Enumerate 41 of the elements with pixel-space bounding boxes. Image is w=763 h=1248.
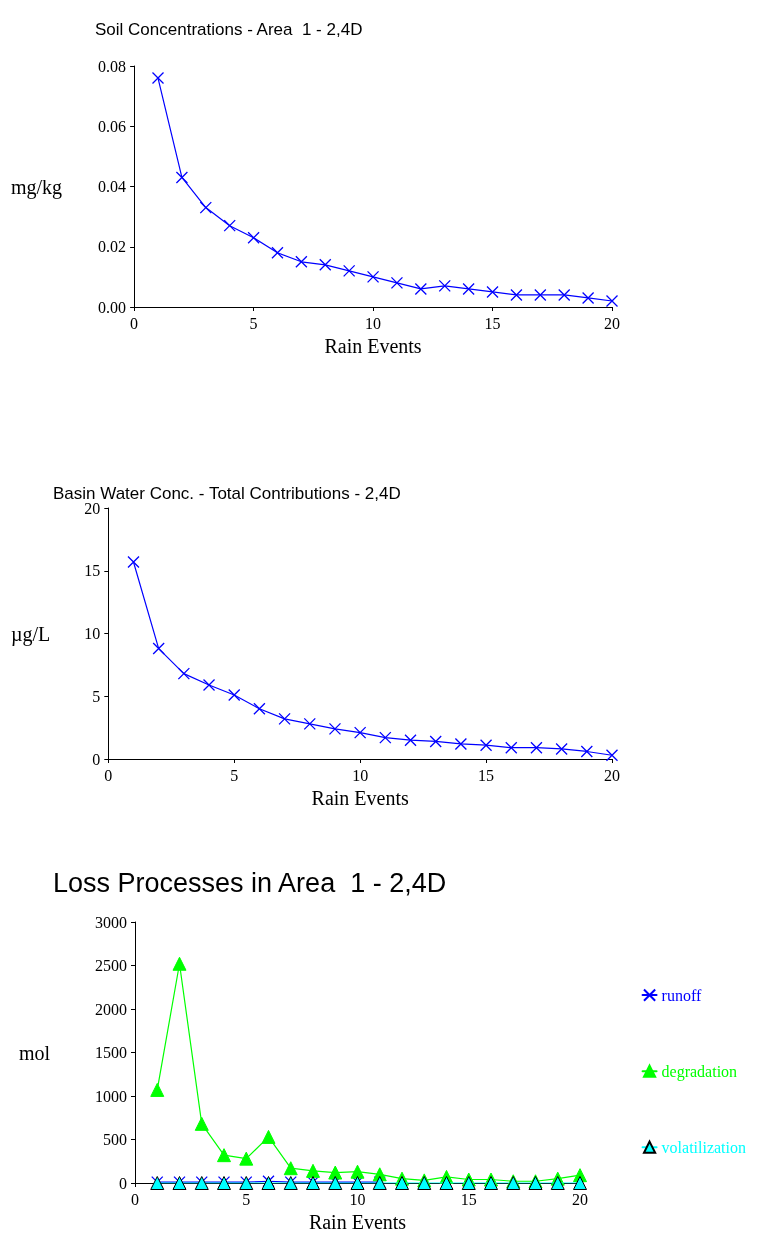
y-tick-label: 2500 xyxy=(95,957,127,974)
y-tick-label: 15 xyxy=(84,562,101,580)
x-tick-label: 5 xyxy=(249,314,258,332)
y-axis-title: µg/L xyxy=(11,622,51,646)
y-tick-label: 0 xyxy=(92,750,101,768)
x-tick-label: 0 xyxy=(130,314,139,332)
y-tick-label: 0.00 xyxy=(98,298,127,316)
chart-title: Loss Processes in Area 1 - 2,4D xyxy=(53,867,447,898)
y-tick-label: 5 xyxy=(92,687,101,705)
x-axis-title: Rain Events xyxy=(311,786,409,809)
y-tick-label: 0 xyxy=(119,1174,127,1192)
y-tick-label: 1000 xyxy=(95,1087,127,1105)
y-tick-label: 0.06 xyxy=(98,117,127,135)
x-tick-label: 20 xyxy=(604,314,620,332)
x-tick-label: 15 xyxy=(484,314,501,332)
y-tick-label: 500 xyxy=(103,1131,127,1148)
x-tick-label: 5 xyxy=(230,766,239,784)
x-tick-label: 20 xyxy=(572,1190,588,1208)
y-tick-label: 1500 xyxy=(95,1044,127,1061)
x-tick-label: 5 xyxy=(242,1190,251,1208)
x-axis-title: Rain Events xyxy=(308,1210,407,1233)
y-tick-label: 0.04 xyxy=(98,178,127,195)
y-tick-label: 2000 xyxy=(95,1000,127,1018)
x-tick-label: 0 xyxy=(131,1190,139,1208)
y-tick-label: 10 xyxy=(84,625,101,642)
x-tick-label: 10 xyxy=(365,314,382,332)
x-axis-title: Rain Events xyxy=(324,334,422,357)
y-axis-title: mol xyxy=(18,1041,51,1064)
legend-label: degradation xyxy=(661,1062,738,1081)
chart-title: Soil Concentrations - Area 1 - 2,4D xyxy=(95,20,363,39)
x-tick-label: 15 xyxy=(460,1190,477,1208)
x-tick-label: 10 xyxy=(349,1190,366,1208)
y-tick-label: 0.08 xyxy=(98,57,127,75)
y-tick-label: 0.02 xyxy=(98,238,127,256)
x-tick-label: 10 xyxy=(352,766,369,784)
legend-label: runoff xyxy=(661,986,702,1004)
y-axis-title: mg/kg xyxy=(10,175,63,199)
legend-label: volatilization xyxy=(661,1138,746,1156)
y-tick-label: 3000 xyxy=(95,913,127,931)
x-tick-label: 15 xyxy=(478,766,495,784)
x-tick-label: 20 xyxy=(604,766,620,784)
